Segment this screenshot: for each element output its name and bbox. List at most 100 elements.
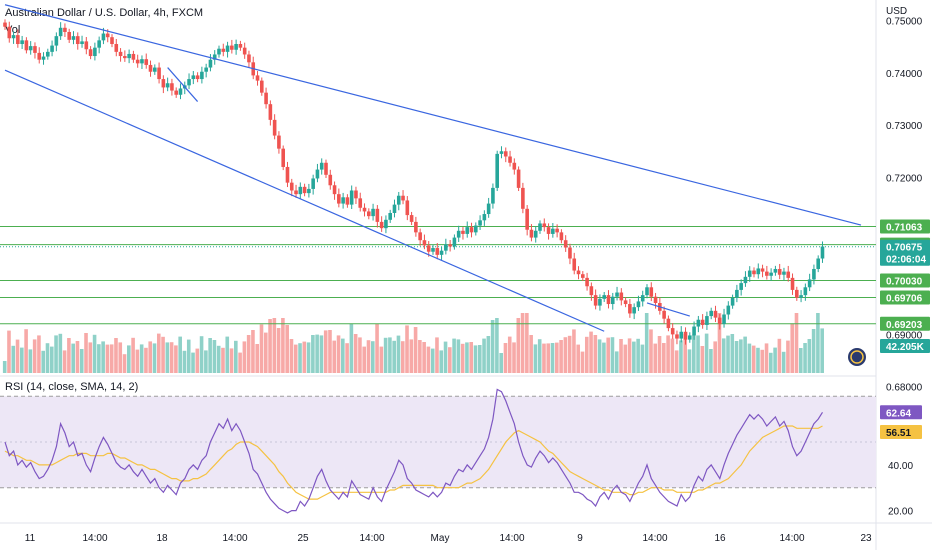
candle-body[interactable] (439, 250, 444, 255)
candle-body[interactable] (666, 318, 671, 329)
candle-body[interactable] (307, 188, 311, 194)
candle-body[interactable] (803, 287, 808, 296)
candle-body[interactable] (315, 169, 320, 179)
candle-body[interactable] (756, 268, 761, 275)
rsi-legend[interactable]: RSI (14, close, SMA, 14, 2) (5, 381, 139, 393)
candle-body[interactable] (362, 207, 367, 212)
candle-body[interactable] (354, 190, 358, 199)
candle-body[interactable] (328, 174, 333, 186)
candle-body[interactable] (123, 56, 127, 59)
candle-body[interactable] (277, 135, 281, 149)
candle-body[interactable] (170, 83, 174, 91)
candle-body[interactable] (71, 36, 76, 40)
candle-body[interactable] (341, 197, 345, 204)
candle-body[interactable] (700, 319, 705, 325)
candle-body[interactable] (782, 271, 786, 275)
candle-body[interactable] (101, 33, 106, 41)
candle-body[interactable] (324, 162, 328, 175)
candle-body[interactable] (191, 75, 196, 80)
candle-body[interactable] (255, 75, 260, 81)
candle-body[interactable] (97, 40, 101, 48)
candle-body[interactable] (820, 246, 825, 259)
candle-body[interactable] (127, 53, 131, 59)
candle-body[interactable] (726, 305, 731, 315)
candle-body[interactable] (636, 301, 641, 308)
candle-body[interactable] (722, 314, 726, 324)
candle-body[interactable] (606, 295, 611, 305)
price-tag[interactable] (880, 239, 930, 266)
candle-body[interactable] (41, 56, 46, 60)
candle-body[interactable] (200, 71, 204, 80)
candle-body[interactable] (503, 151, 508, 157)
volume-tag[interactable] (880, 339, 930, 353)
price-tag[interactable] (880, 219, 930, 234)
candle-body[interactable] (161, 79, 166, 88)
candle-body[interactable] (675, 334, 679, 339)
candle-body[interactable] (281, 148, 285, 167)
candle-body[interactable] (807, 279, 812, 288)
candle-body[interactable] (653, 296, 658, 303)
rsi-ma-line[interactable] (4, 425, 823, 500)
candle-body[interactable] (247, 54, 251, 63)
candle-body[interactable] (311, 178, 315, 189)
candle-body[interactable] (409, 215, 414, 222)
candle-body[interactable] (67, 31, 71, 40)
candle-body[interactable] (302, 186, 307, 194)
candle-body[interactable] (790, 277, 795, 290)
candle-body[interactable] (546, 227, 551, 234)
candle-body[interactable] (555, 228, 559, 233)
candle-body[interactable] (581, 274, 585, 278)
candle-body[interactable] (559, 232, 564, 241)
candle-body[interactable] (3, 22, 7, 27)
candle-body[interactable] (238, 44, 243, 48)
candle-body[interactable] (730, 297, 735, 306)
candle-body[interactable] (225, 45, 230, 52)
rsi-value-tag[interactable] (880, 405, 922, 420)
candle-body[interactable] (58, 27, 63, 37)
candle-body[interactable] (499, 151, 504, 154)
candle-body[interactable] (28, 46, 33, 51)
candle-body[interactable] (743, 276, 748, 284)
candle-body[interactable] (165, 83, 170, 88)
trendline[interactable] (646, 302, 690, 317)
candle-body[interactable] (174, 90, 178, 95)
candle-body[interactable] (221, 48, 226, 52)
candle-body[interactable] (131, 53, 136, 60)
candle-body[interactable] (349, 190, 354, 205)
candle-body[interactable] (632, 307, 636, 314)
candle-body[interactable] (20, 40, 24, 45)
candle-body[interactable] (777, 268, 782, 275)
candle-body[interactable] (332, 185, 337, 195)
candle-body[interactable] (491, 187, 495, 204)
candle-body[interactable] (589, 286, 594, 296)
candle-body[interactable] (649, 287, 654, 297)
candle-body[interactable] (195, 75, 200, 80)
candle-body[interactable] (358, 198, 363, 208)
candle-body[interactable] (153, 67, 157, 72)
price-tag[interactable] (880, 316, 930, 331)
candle-body[interactable] (645, 287, 649, 296)
candle-body[interactable] (623, 300, 628, 305)
candle-body[interactable] (628, 304, 632, 314)
candle-body[interactable] (140, 59, 144, 64)
candle-body[interactable] (786, 271, 791, 278)
candle-body[interactable] (379, 221, 384, 229)
candle-body[interactable] (662, 310, 666, 319)
candle-body[interactable] (563, 240, 568, 248)
candle-body[interactable] (615, 292, 619, 297)
candle-body[interactable] (298, 186, 303, 195)
trendline[interactable] (167, 67, 199, 102)
candle-body[interactable] (760, 268, 765, 272)
candle-body[interactable] (114, 44, 119, 52)
candle-body[interactable] (371, 208, 375, 217)
candle-body[interactable] (640, 295, 645, 302)
candle-body[interactable] (444, 244, 448, 251)
candle-body[interactable] (465, 227, 470, 234)
candle-body[interactable] (431, 248, 435, 252)
candle-body[interactable] (705, 316, 709, 325)
candle-body[interactable] (688, 335, 692, 340)
candle-body[interactable] (482, 214, 487, 221)
candle-body[interactable] (294, 190, 298, 195)
candle-body[interactable] (551, 228, 555, 234)
